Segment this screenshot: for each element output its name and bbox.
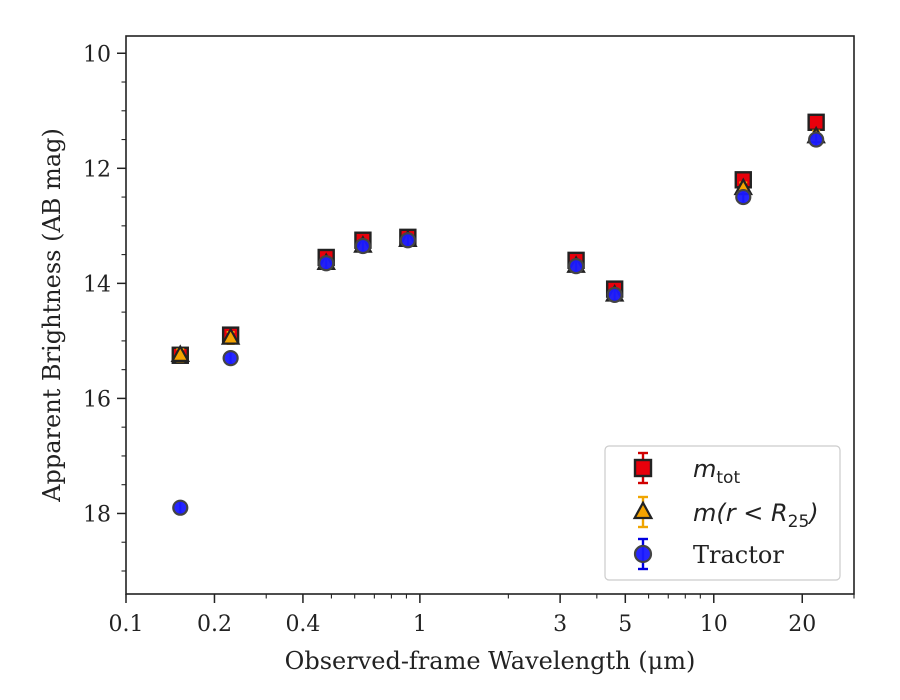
data-point <box>354 237 372 255</box>
x-tick-label: 10 <box>700 612 728 637</box>
circle-marker <box>633 544 653 564</box>
legend-box <box>604 445 841 581</box>
legend-entry: m(r < R25) <box>632 495 819 532</box>
data-point <box>170 344 191 363</box>
circle-marker <box>567 258 585 275</box>
circle-marker <box>399 232 416 249</box>
x-tick-label: 0.2 <box>197 612 232 637</box>
data-point <box>606 286 623 303</box>
circle-marker <box>354 237 372 255</box>
data-point <box>567 258 585 275</box>
x-tick-label: 5 <box>618 612 632 637</box>
data-point <box>399 232 416 249</box>
data-point <box>808 131 825 148</box>
axis-ticks: 0.1 0.2 0.4 1 3 5 10 20 10 12 14 16 18 <box>83 42 855 637</box>
legend-label: Tractor <box>693 541 784 569</box>
x-axis-label: Observed-frame Wavelength (μm) <box>285 647 696 675</box>
x-tick-label: 0.4 <box>285 612 320 637</box>
square-marker <box>633 458 653 478</box>
data-point <box>735 188 752 206</box>
legend-entry: mtot <box>633 451 740 488</box>
circle-marker <box>808 131 825 148</box>
data-point <box>222 350 239 367</box>
circle-marker <box>172 499 189 516</box>
y-tick-label: 14 <box>83 272 111 297</box>
legend-label: mtot <box>693 455 740 488</box>
y-tick-label: 10 <box>83 42 111 67</box>
x-tick-label: 0.1 <box>109 612 144 637</box>
circle-marker <box>318 255 335 272</box>
legend: mtot m(r < R25) Tractor <box>604 445 841 581</box>
circle-marker <box>735 188 752 206</box>
x-tick-label: 20 <box>788 612 816 637</box>
data-point <box>318 255 335 272</box>
triangle-marker <box>220 327 241 345</box>
triangle-marker <box>632 500 654 520</box>
circle-marker <box>606 286 623 303</box>
legend-entry: Tractor <box>633 537 784 571</box>
x-tick-label: 3 <box>553 612 567 637</box>
y-tick-label: 12 <box>83 157 111 182</box>
data-point <box>172 499 189 516</box>
y-axis-label: Apparent Brightness (AB mag) <box>38 128 66 503</box>
x-tick-label: 1 <box>413 612 427 637</box>
data-point <box>220 327 241 346</box>
series-circle <box>172 131 825 516</box>
circle-marker <box>222 350 239 367</box>
legend-label: m(r < R25) <box>693 499 819 532</box>
triangle-marker <box>170 344 191 362</box>
y-tick-label: 18 <box>83 502 111 527</box>
y-tick-label: 16 <box>83 387 111 412</box>
data-marks <box>170 113 826 516</box>
